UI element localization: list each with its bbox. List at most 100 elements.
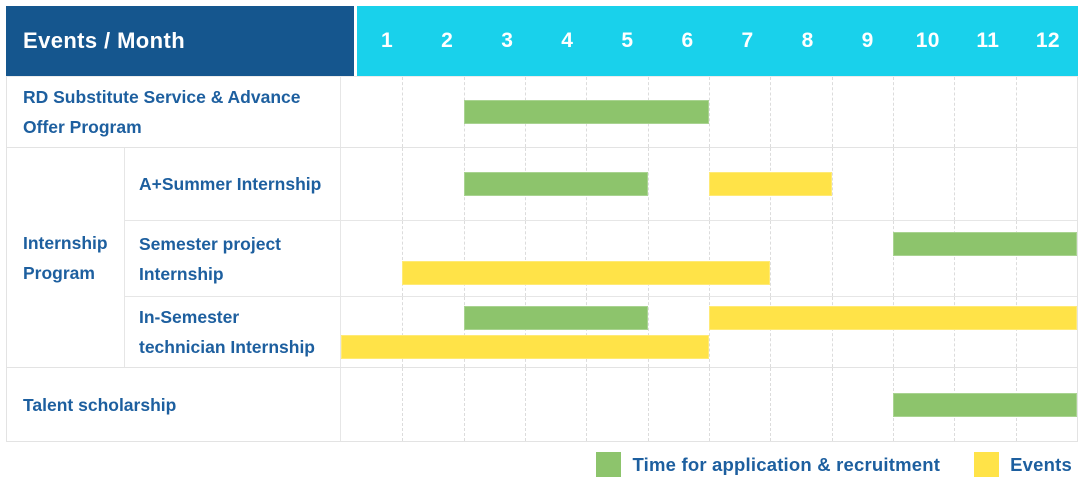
legend-swatch-yellow — [974, 452, 1000, 477]
month-gridline — [463, 220, 465, 297]
bar-lines — [341, 297, 1077, 367]
legend-item-yellow: Events — [974, 452, 1072, 477]
month-gridline — [831, 297, 833, 367]
month-gridline — [709, 220, 710, 297]
month-gridline — [402, 148, 404, 220]
month-gridline — [1015, 220, 1017, 297]
gantt-subrow: In-Semester technician Internship — [125, 296, 1077, 367]
gantt-row: Talent scholarship — [7, 367, 1077, 441]
bar-line — [341, 305, 1077, 330]
gantt-group-row: Internship Program A+Summer Internship Sem… — [7, 147, 1077, 367]
month-gridline — [402, 77, 404, 147]
month-gridline — [586, 220, 588, 297]
gantt-bar-green — [893, 392, 1077, 417]
row-label: Talent scholarship — [7, 368, 341, 441]
bar-lines — [341, 77, 1077, 147]
month-header-1: 1 — [381, 29, 394, 52]
month-header-9: 9 — [861, 29, 874, 52]
month-gridline — [647, 297, 649, 367]
gantt-row: RD Substitute Service & Advance Offer Pr… — [7, 77, 1077, 147]
month-gridline — [770, 297, 772, 367]
month-gridline — [525, 220, 526, 297]
month-gridline — [893, 77, 894, 147]
month-gridline — [954, 297, 956, 367]
row-label: In-Semester technician Internship — [125, 297, 341, 367]
month-gridline — [586, 297, 588, 367]
gantt-row-chart — [341, 220, 1077, 297]
month-gridline — [831, 220, 833, 297]
month-header-2: 2 — [441, 29, 454, 52]
month-gridline — [586, 368, 588, 441]
month-header-row: 1 2 3 4 5 6 7 8 9 10 11 12 — [357, 6, 1078, 76]
month-header-8: 8 — [801, 29, 814, 52]
month-gridline — [402, 220, 404, 297]
month-gridline — [954, 220, 956, 297]
month-gridline — [954, 148, 956, 220]
month-header-6: 6 — [681, 29, 694, 52]
month-gridline — [893, 148, 894, 220]
month-gridline — [525, 297, 526, 367]
gantt-bar-green — [463, 100, 709, 124]
month-header-4: 4 — [561, 29, 574, 52]
gantt-bar-yellow — [709, 171, 832, 196]
month-gridline — [463, 297, 465, 367]
row-label: Semester project Internship — [125, 220, 341, 297]
bar-line — [341, 232, 1077, 256]
bar-lines — [341, 221, 1077, 297]
month-gridline — [647, 148, 649, 220]
table-header: Events / Month 1 2 3 4 5 6 7 8 9 10 11 12 — [6, 6, 1078, 76]
month-header-10: 10 — [915, 29, 940, 52]
group-label: Internship Program — [7, 148, 125, 367]
month-gridline — [770, 368, 772, 441]
month-gridline — [463, 368, 465, 441]
month-gridline — [1015, 77, 1017, 147]
month-gridline — [831, 77, 833, 147]
month-gridline — [709, 297, 710, 367]
month-gridline — [831, 368, 833, 441]
gantt-chart: Events / Month 1 2 3 4 5 6 7 8 9 10 11 12 RD Substi… — [6, 6, 1078, 442]
gantt-bar-yellow — [341, 334, 709, 359]
gantt-row-chart — [341, 148, 1077, 220]
month-gridline — [1015, 148, 1017, 220]
month-gridline — [1015, 297, 1017, 367]
bar-line — [341, 392, 1077, 417]
gantt-row-chart — [341, 297, 1077, 367]
bar-lines — [341, 148, 1077, 220]
gantt-bar-green — [893, 232, 1077, 256]
bar-line — [341, 171, 1077, 196]
events-month-header-cell: Events / Month — [6, 6, 357, 76]
month-gridline — [402, 368, 404, 441]
gantt-subrow: A+Summer Internship — [125, 148, 1077, 220]
gantt-bar-green — [463, 305, 648, 330]
gantt-body: RD Substitute Service & Advance Offer Pr… — [6, 76, 1078, 442]
month-gridline — [647, 220, 649, 297]
group-subrows: A+Summer Internship Semester project Inte… — [125, 148, 1077, 367]
legend-item-green: Time for application & recruitment — [596, 452, 940, 477]
bar-lines — [341, 368, 1077, 441]
row-label: A+Summer Internship — [125, 148, 341, 220]
month-gridline — [770, 220, 772, 297]
bar-line — [341, 334, 1077, 359]
gantt-row-chart — [341, 77, 1077, 147]
month-header-3: 3 — [501, 29, 514, 52]
month-gridline — [893, 297, 894, 367]
row-label: RD Substitute Service & Advance Offer Pr… — [7, 77, 341, 147]
gantt-row-chart — [341, 368, 1077, 441]
month-gridline — [709, 368, 710, 441]
legend-label: Events — [1010, 453, 1072, 475]
month-gridline — [525, 368, 526, 441]
month-header-5: 5 — [621, 29, 634, 52]
month-gridline — [402, 297, 404, 367]
gantt-bar-yellow — [709, 305, 1077, 330]
month-header-11: 11 — [976, 29, 1000, 52]
month-gridline — [647, 368, 649, 441]
month-gridline — [831, 148, 833, 220]
legend: Time for application & recruitment Events — [562, 452, 1072, 477]
gantt-bar-yellow — [402, 261, 771, 285]
month-gridline — [893, 220, 894, 297]
bar-line — [341, 261, 1077, 285]
month-header-12: 12 — [1035, 29, 1060, 52]
gantt-bar-green — [463, 171, 648, 196]
month-header-7: 7 — [741, 29, 754, 52]
bar-line — [341, 100, 1077, 124]
